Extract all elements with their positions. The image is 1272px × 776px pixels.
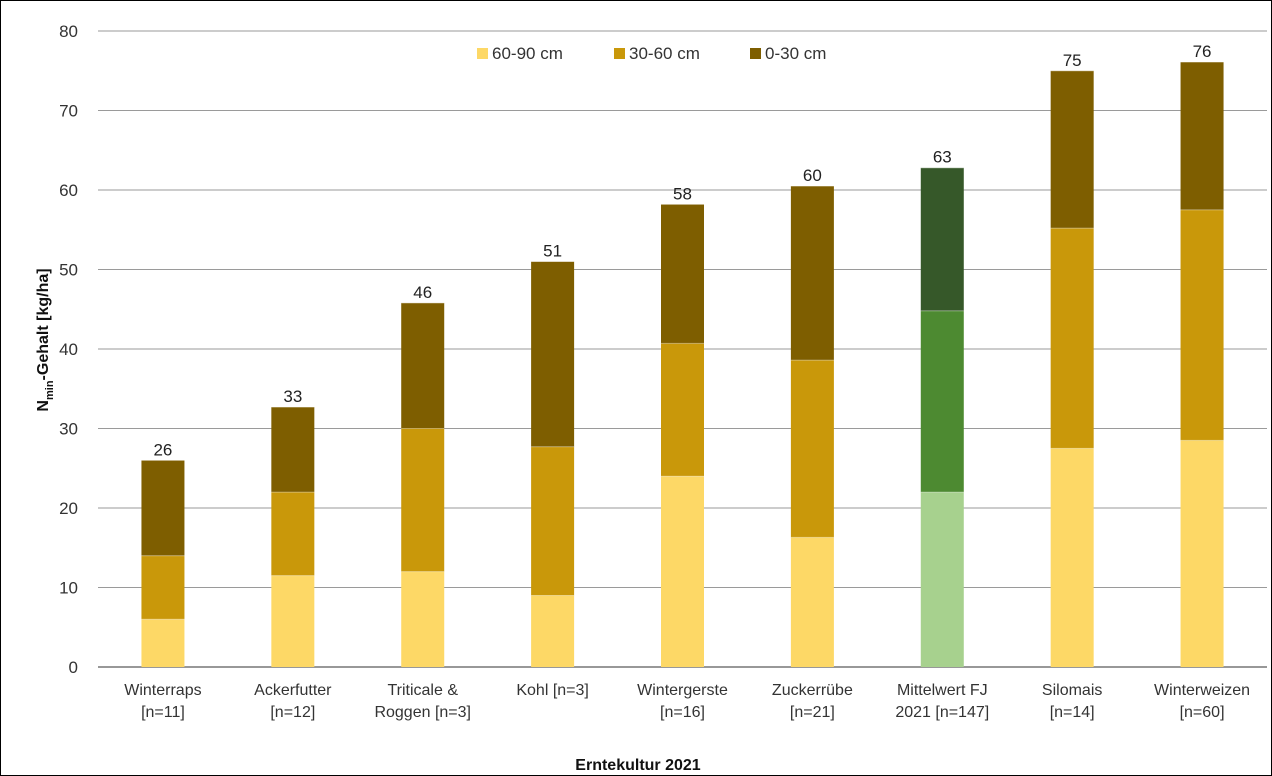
x-category-label: [n=16] — [660, 704, 705, 721]
bar-segment — [141, 555, 185, 620]
y-tick-label: 80 — [59, 22, 78, 41]
legend: 60-90 cm 30-60 cm 0-30 cm — [477, 44, 826, 63]
bar-segment — [661, 343, 704, 477]
bar-segment — [401, 571, 445, 667]
y-tick-label: 20 — [59, 499, 78, 518]
y-tick-label: 60 — [59, 181, 78, 200]
bar-total-label: 58 — [673, 184, 692, 203]
bar-segment — [141, 460, 185, 556]
x-axis-title: Erntekultur 2021 — [575, 757, 700, 774]
x-category-label: [n=14] — [1050, 704, 1095, 721]
x-category-label: Mittelwert FJ — [897, 682, 988, 699]
y-axis-title-subscript: min — [44, 380, 56, 400]
x-category-label: [n=60] — [1180, 704, 1225, 721]
bar-segment — [661, 476, 704, 667]
x-category-label: Zuckerrübe — [772, 682, 853, 699]
bar-total-label: 75 — [1063, 51, 1082, 70]
bar-total-label: 60 — [803, 166, 822, 185]
x-category-label: [n=12] — [270, 704, 315, 721]
bar-segment — [401, 428, 445, 572]
legend-swatch — [750, 48, 761, 59]
y-tick-label: 10 — [59, 579, 78, 598]
bar-segment — [401, 302, 445, 429]
bar-segment — [661, 204, 704, 344]
bar-total-label: 33 — [283, 387, 302, 406]
legend-swatch — [614, 48, 625, 59]
bar-segment — [1050, 70, 1094, 229]
bar-segment — [531, 595, 575, 667]
bar-segment — [531, 446, 575, 596]
x-category-label: Roggen [n=3] — [374, 704, 471, 721]
bar-segment — [1180, 62, 1224, 210]
bar-segment — [1050, 448, 1094, 667]
y-tick-label: 30 — [59, 420, 78, 439]
x-category-label: Ackerfutter — [254, 682, 332, 699]
y-tick-label: 40 — [59, 340, 78, 359]
bar-segment — [1180, 440, 1224, 667]
x-category-label: Kohl [n=3] — [516, 682, 589, 699]
bar-segment — [271, 575, 315, 667]
bar-segment — [920, 492, 964, 667]
bar-total-label: 76 — [1193, 42, 1212, 61]
bar-segment — [141, 619, 185, 667]
legend-label: 30-60 cm — [629, 44, 700, 63]
legend-label: 60-90 cm — [492, 44, 563, 63]
bar-segment — [1050, 228, 1094, 449]
bar-segment — [790, 186, 834, 361]
bars — [141, 61, 1224, 667]
y-tick-label: 0 — [69, 658, 78, 677]
bar-segment — [790, 537, 834, 667]
x-category-label: Triticale & — [387, 682, 458, 699]
x-category-label: 2021 [n=147] — [895, 704, 989, 721]
x-category-label: [n=11] — [141, 704, 185, 721]
bar-segment — [920, 310, 964, 493]
y-axis-title-prefix: N — [35, 400, 52, 412]
bar-segment — [531, 261, 575, 447]
y-tick-label: 70 — [59, 102, 78, 121]
x-category-label: [n=21] — [790, 704, 835, 721]
y-axis-title-main: -Gehalt [kg/ha] — [35, 268, 52, 380]
x-category-label: Winterweizen — [1154, 682, 1250, 699]
y-tick-label: 50 — [59, 261, 78, 280]
bar-segment — [790, 360, 834, 538]
bar-total-label: 46 — [413, 283, 432, 302]
bar-total-label: 63 — [933, 148, 952, 167]
x-category-label: Winterraps — [124, 682, 201, 699]
bar-total-label: 26 — [153, 440, 172, 459]
bar-segment — [271, 407, 315, 493]
legend-label: 0-30 cm — [765, 44, 826, 63]
x-category-label: Silomais — [1042, 682, 1102, 699]
y-axis-ticks: 0 10 20 30 40 50 60 70 80 — [59, 22, 78, 677]
bar-segment — [1180, 209, 1224, 441]
y-axis-title: Nmin-Gehalt [kg/ha] — [35, 268, 56, 411]
total-labels: 26 33 46 51 58 60 63 75 76 — [153, 42, 1211, 459]
x-axis-categories: Winterraps [n=11] Ackerfutter [n=12] Tritica… — [124, 682, 1250, 721]
legend-swatch — [477, 48, 488, 59]
bar-total-label: 51 — [543, 242, 562, 261]
x-category-label: Wintergerste — [637, 682, 728, 699]
bar-segment — [271, 492, 315, 576]
bar-segment — [920, 167, 964, 311]
